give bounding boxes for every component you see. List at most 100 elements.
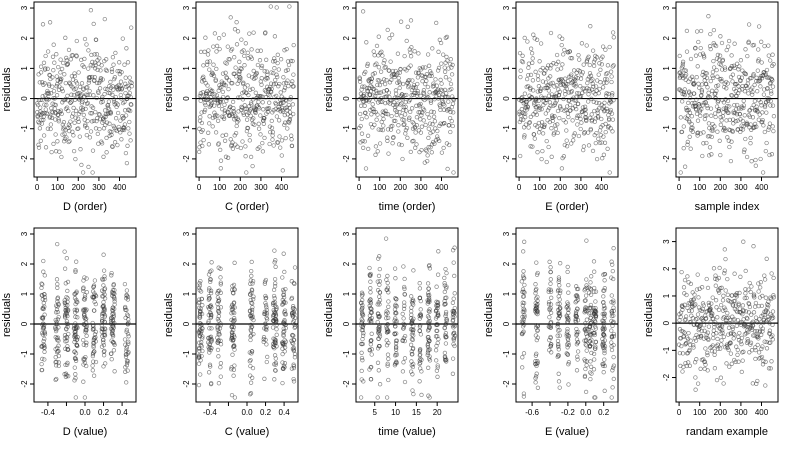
residual-point (370, 102, 375, 107)
residual-point (234, 20, 239, 25)
residual-point (61, 120, 67, 125)
residual-point (522, 35, 527, 41)
residual-point (546, 63, 551, 68)
residual-point (239, 66, 244, 72)
residual-point (555, 108, 561, 114)
residual-point (409, 294, 414, 299)
residual-point (230, 81, 235, 86)
residual-point (566, 334, 572, 339)
y-tick-label: -1 (20, 350, 29, 358)
residual-point (103, 86, 108, 91)
residual-point (359, 290, 365, 295)
residual-point (760, 329, 765, 334)
residual-point (41, 269, 46, 274)
residual-point (760, 326, 765, 331)
residual-point (740, 68, 745, 73)
residual-point (50, 54, 56, 59)
residual-point (713, 96, 718, 101)
residual-point (533, 296, 539, 301)
residual-point (530, 56, 535, 61)
y-tick-label: -2 (342, 155, 351, 163)
residual-point (708, 306, 713, 312)
residual-point (694, 287, 700, 292)
residual-point (255, 62, 261, 68)
residual-point (698, 366, 703, 371)
residual-point (724, 361, 729, 366)
residual-point (707, 44, 713, 49)
residual-point (261, 337, 266, 342)
residual-point (400, 338, 405, 343)
residual-point (588, 126, 593, 132)
residual-point (229, 46, 235, 52)
residual-point (248, 328, 254, 333)
residual-point (262, 376, 267, 381)
residual-point (218, 361, 224, 366)
residual-point (690, 125, 695, 130)
residual-point (764, 67, 770, 73)
residual-point (534, 323, 539, 328)
residual-point (762, 129, 767, 135)
residual-point (282, 122, 287, 128)
residual-point (596, 114, 601, 119)
residual-point (394, 320, 399, 325)
residual-point (383, 100, 388, 106)
residual-point (43, 53, 48, 59)
residual-point (123, 150, 129, 156)
residual-point (282, 318, 287, 323)
residual-point (729, 53, 734, 58)
residual-point (72, 296, 78, 301)
residual-point (575, 349, 581, 354)
residual-point (731, 63, 737, 68)
residual-point (742, 113, 747, 118)
residual-point (216, 314, 221, 319)
residual-point (120, 36, 125, 41)
residual-point (429, 109, 434, 114)
residual-point (609, 74, 614, 79)
residual-point (542, 71, 547, 76)
residual-point (749, 348, 755, 353)
residual-point (601, 294, 606, 299)
residual-point (92, 278, 98, 283)
residual-point (691, 297, 696, 303)
residual-point (533, 288, 538, 293)
residual-point (72, 378, 77, 383)
residual-point (251, 68, 256, 74)
residual-point (708, 31, 713, 37)
residual-point (767, 121, 773, 126)
residual-point (764, 110, 769, 115)
residual-point (363, 110, 368, 115)
residual-point (770, 337, 775, 342)
residual-point (432, 141, 437, 146)
y-tick-label: 0 (502, 96, 511, 101)
residual-point (198, 91, 203, 96)
residual-point (599, 116, 604, 122)
residual-point (684, 340, 689, 346)
residual-point (748, 141, 753, 146)
residual-point (549, 350, 554, 355)
residual-point (433, 334, 439, 339)
residual-point (706, 90, 711, 95)
residual-point (719, 323, 725, 329)
residual-point (771, 295, 776, 300)
residual-point (449, 105, 454, 110)
residual-point (73, 108, 79, 113)
residual-point (706, 121, 712, 126)
residual-point (408, 316, 414, 321)
residual-point (271, 143, 276, 148)
residual-point (267, 141, 272, 147)
residual-point (122, 305, 128, 311)
residual-point (718, 62, 724, 67)
residual-point (417, 328, 422, 333)
residual-point (108, 110, 114, 115)
y-tick-label: -2 (662, 155, 671, 163)
residual-point (220, 133, 225, 138)
residual-point (125, 313, 131, 318)
residual-point (126, 339, 131, 344)
residual-point (273, 356, 278, 361)
residual-point (715, 346, 721, 351)
residual-point (768, 58, 773, 63)
residual-point (369, 112, 374, 117)
residual-point (739, 369, 744, 375)
residual-point (718, 34, 723, 39)
